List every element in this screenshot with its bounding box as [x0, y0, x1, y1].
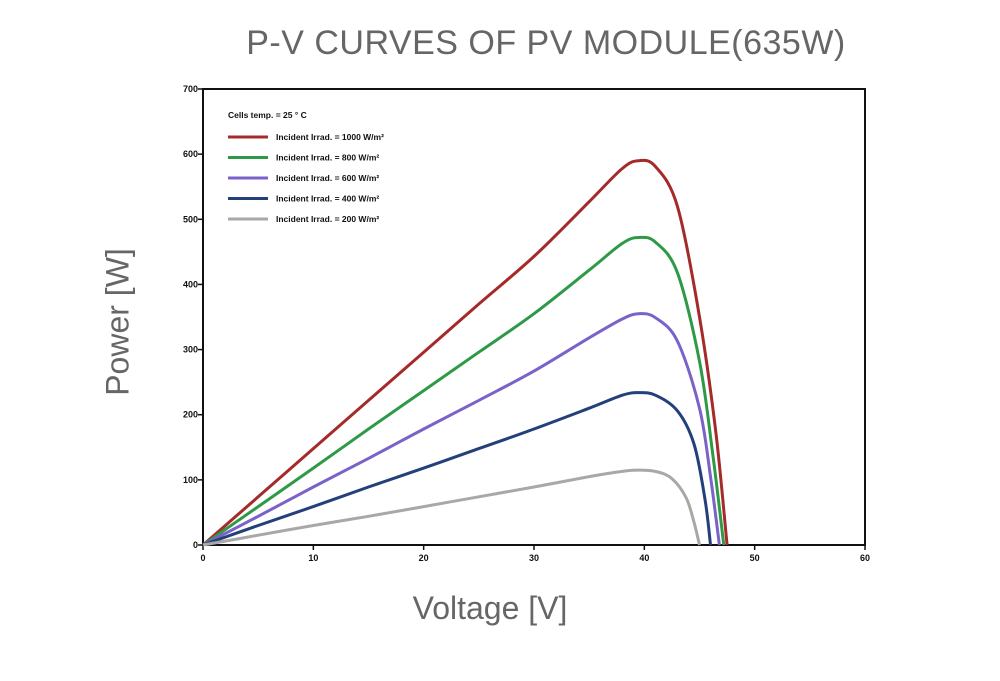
- x-axis-label: Voltage [V]: [412, 590, 568, 626]
- legend: Cells temp. = 25 ° C Incident Irrad. = 1…: [228, 110, 384, 224]
- x-tick-label: 30: [529, 553, 539, 563]
- legend-label: Incident Irrad. = 600 W/m²: [276, 173, 379, 183]
- y-tick-label: 200: [183, 410, 198, 420]
- x-tick-label: 0: [200, 553, 205, 563]
- legend-label: Incident Irrad. = 1000 W/m²: [276, 132, 384, 142]
- legend-label: Incident Irrad. = 200 W/m²: [276, 214, 379, 224]
- x-tick-label: 50: [750, 553, 760, 563]
- legend-label: Incident Irrad. = 400 W/m²: [276, 194, 379, 204]
- series-lines: [202, 158, 729, 547]
- series-line: [202, 158, 729, 547]
- y-tick-label: 0: [193, 540, 198, 550]
- series-line: [202, 235, 726, 547]
- legend-label: Incident Irrad. = 800 W/m²: [276, 153, 379, 163]
- y-tick-label: 600: [183, 149, 198, 159]
- y-tick-label: 300: [183, 345, 198, 355]
- x-tick-label: 20: [419, 553, 429, 563]
- series-line: [202, 391, 712, 547]
- chart-title: P-V CURVES OF PV MODULE(635W): [246, 24, 846, 62]
- x-tick-label: 60: [860, 553, 870, 563]
- legend-title: Cells temp. = 25 ° C: [228, 110, 307, 120]
- y-tick-label: 500: [183, 214, 198, 224]
- x-axis-ticks: 0 10 20 30 40 50 60: [200, 545, 870, 563]
- x-tick-label: 40: [639, 553, 649, 563]
- y-tick-label: 400: [183, 279, 198, 289]
- x-tick-label: 10: [308, 553, 318, 563]
- y-tick-label: 700: [183, 84, 198, 94]
- series-line: [202, 312, 721, 547]
- series-line: [202, 468, 701, 547]
- y-axis-ticks: 0 100 200 300 400 500 600 700: [183, 84, 203, 550]
- y-tick-label: 100: [183, 475, 198, 485]
